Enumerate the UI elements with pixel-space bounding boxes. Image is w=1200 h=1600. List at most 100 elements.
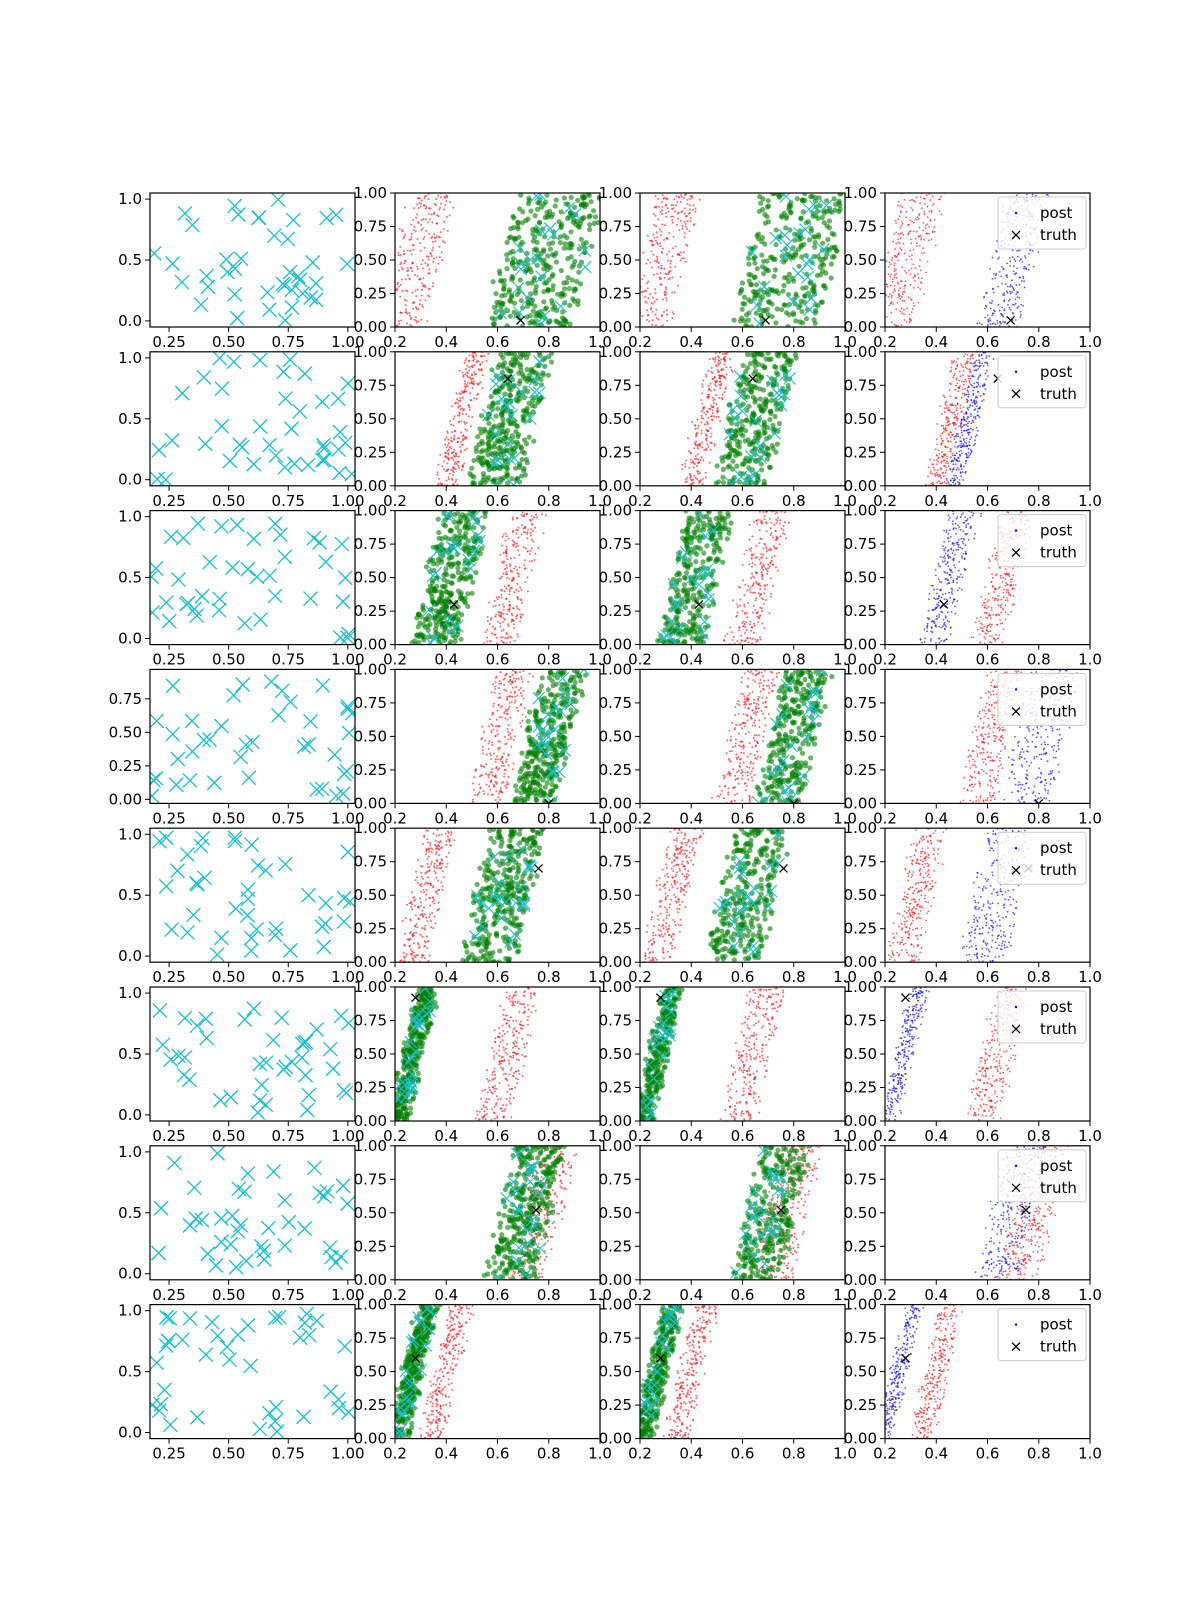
point (497, 299, 503, 305)
point (749, 637, 752, 640)
point (918, 212, 921, 215)
point (636, 316, 638, 318)
point (966, 425, 969, 428)
cyan-marker (768, 427, 782, 440)
x-tick-label: 0.8 (1027, 333, 1051, 351)
point (767, 563, 770, 566)
point (636, 323, 638, 325)
point (956, 419, 959, 422)
point (458, 414, 461, 417)
point (684, 478, 687, 481)
point (950, 383, 952, 385)
point (761, 610, 763, 613)
point (420, 199, 423, 202)
input-marker (225, 560, 241, 575)
point (758, 617, 761, 620)
point (894, 290, 896, 292)
point (567, 321, 573, 327)
cyan-marker (489, 377, 503, 391)
point (517, 549, 520, 552)
point (961, 434, 964, 437)
point (538, 376, 544, 383)
point (493, 628, 496, 631)
point (686, 220, 689, 223)
point (900, 210, 902, 213)
cyan-marker (535, 270, 549, 284)
point (817, 203, 823, 209)
point (449, 420, 452, 423)
point (770, 256, 777, 263)
point (737, 383, 743, 389)
point (1020, 313, 1022, 316)
point (958, 450, 961, 453)
point (956, 403, 959, 406)
point (756, 572, 758, 575)
point (705, 410, 708, 413)
point (951, 454, 954, 457)
point (409, 324, 412, 327)
point (942, 427, 945, 430)
point (882, 299, 884, 301)
point (956, 407, 958, 409)
point (765, 198, 771, 204)
point (452, 634, 458, 641)
point (501, 636, 504, 639)
point (671, 317, 674, 319)
point (451, 519, 457, 525)
point (759, 606, 762, 609)
point (689, 197, 692, 200)
point (949, 448, 952, 451)
point (454, 524, 460, 530)
point (646, 318, 649, 321)
point (446, 449, 449, 452)
point (670, 204, 673, 207)
point (966, 357, 969, 360)
point (756, 615, 759, 618)
point (837, 202, 843, 208)
point (752, 399, 758, 405)
point (646, 234, 649, 237)
point (452, 206, 455, 209)
legend-post-label: post (1040, 363, 1073, 381)
y-tick-label: 0.25 (599, 443, 632, 461)
point (800, 198, 806, 204)
point (684, 465, 687, 468)
point (891, 256, 894, 259)
point (525, 201, 532, 207)
point (686, 198, 689, 201)
point (478, 413, 485, 419)
point (929, 458, 931, 461)
point (949, 479, 952, 482)
point (645, 309, 648, 312)
point (964, 363, 967, 366)
point (510, 362, 517, 368)
point (975, 426, 978, 429)
point (758, 297, 764, 303)
point (454, 468, 457, 471)
point (965, 452, 967, 455)
point (445, 470, 448, 473)
point (475, 397, 478, 400)
point (752, 260, 758, 266)
point (455, 610, 461, 616)
cyan-marker (533, 355, 546, 369)
point (661, 209, 664, 212)
input-marker (331, 465, 347, 481)
point (526, 533, 529, 535)
red-points (436, 351, 490, 486)
input-marker (314, 394, 330, 410)
point (453, 448, 456, 451)
point (961, 410, 964, 413)
point (953, 411, 956, 414)
point (1027, 253, 1030, 255)
point (428, 232, 431, 235)
point (696, 590, 702, 596)
y-tick-label: 0.75 (844, 218, 877, 236)
cyan-marker (502, 436, 516, 450)
point (901, 291, 904, 293)
point (957, 433, 959, 435)
point (967, 451, 970, 454)
point (712, 378, 715, 381)
point (803, 285, 809, 291)
point (975, 395, 978, 398)
